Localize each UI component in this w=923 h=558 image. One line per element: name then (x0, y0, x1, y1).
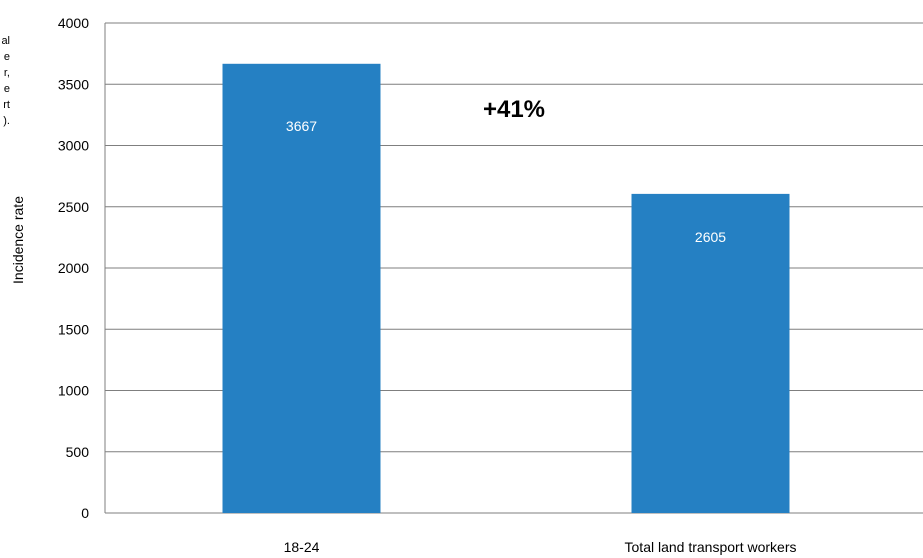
side-note-line: e (4, 51, 10, 63)
bars (222, 63, 790, 513)
bar (222, 63, 381, 513)
y-tick-label: 2000 (58, 260, 89, 276)
bar (631, 193, 790, 513)
y-axis-ticks: 0 500 1000 1500 2000 2500 3000 3500 4000 (58, 15, 89, 521)
y-tick-label: 2500 (58, 199, 89, 215)
y-tick-label: 3500 (58, 76, 89, 92)
y-axis-label: Incidence rate (10, 196, 26, 284)
y-tick-label: 3000 (58, 138, 89, 154)
percent-difference-annotation: +41% (483, 96, 545, 123)
x-axis-ticks: 18-24 Total land transport workers (284, 539, 797, 555)
side-note-line: r, (4, 67, 10, 79)
side-note-fragment: al e r, e rt). (1, 35, 10, 127)
side-note-line: al (1, 35, 10, 47)
y-tick-label: 0 (81, 505, 89, 521)
side-note-line: e (4, 83, 10, 95)
bar-value-label: 3667 (286, 118, 317, 134)
y-tick-label: 1000 (58, 383, 89, 399)
x-tick-label: 18-24 (284, 539, 320, 555)
x-tick-label: Total land transport workers (625, 539, 797, 555)
bar-value-label: 2605 (695, 229, 726, 245)
side-note-line: rt (3, 99, 10, 111)
y-tick-label: 1500 (58, 321, 89, 337)
bar-value-labels: 3667 2605 (286, 118, 726, 245)
y-tick-label: 4000 (58, 15, 89, 31)
side-note-line: ). (3, 115, 10, 127)
y-tick-label: 500 (66, 444, 90, 460)
